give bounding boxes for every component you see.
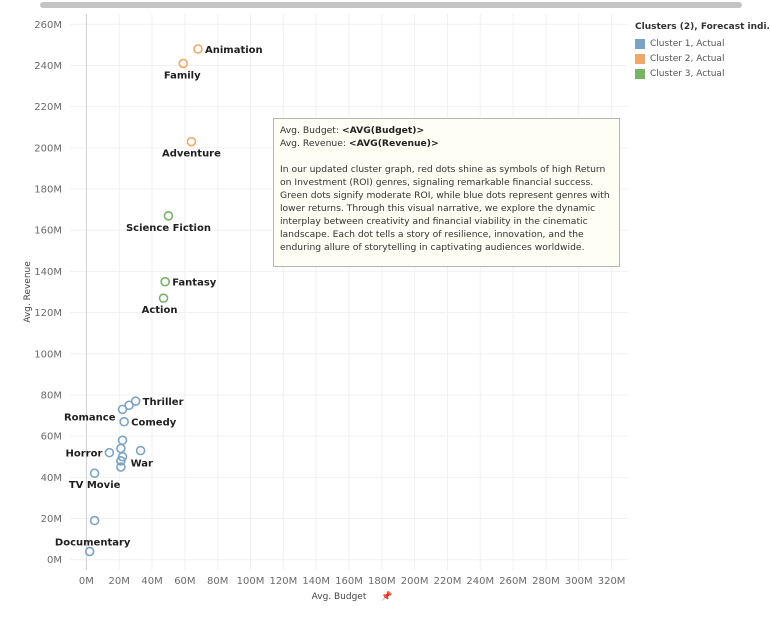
data-point[interactable] (178, 58, 189, 69)
data-point[interactable] (116, 443, 126, 454)
y-tick-label: 80M (41, 390, 62, 401)
point-label: Science Fiction (126, 223, 211, 234)
y-tick-label: 20M (41, 514, 62, 525)
scatter-chart: 0M 20M 40M 60M 80M 100M 120M 140M 160M 180M 200M 22… (23, 14, 628, 602)
y-tick-label: 60M (41, 432, 62, 443)
data-point[interactable] (135, 445, 146, 456)
x-axis-title: Avg. Budget (312, 592, 367, 602)
point-label: Family (164, 70, 201, 81)
point-label: Adventure (162, 149, 221, 160)
y-tick-label: 260M (34, 20, 62, 31)
point-label: Horror (65, 449, 102, 460)
data-point[interactable] (160, 276, 170, 287)
x-tick-label: 40M (141, 576, 162, 587)
data-point[interactable] (124, 400, 134, 411)
x-tick-label: 0M (79, 576, 94, 587)
point-label: TV Movie (69, 480, 121, 491)
tooltip-revenue-label: Avg. Revenue: (280, 138, 346, 149)
y-tick-label: 200M (34, 143, 62, 154)
data-point[interactable] (186, 136, 197, 147)
legend-swatch (635, 68, 645, 79)
data-point[interactable] (158, 293, 169, 303)
x-tick-label: 240M (466, 576, 494, 587)
point-label: Fantasy (172, 278, 217, 289)
y-tick-label: 240M (34, 61, 62, 72)
tooltip: Avg. Budget: <AVG(Budget)> Avg. Revenue:… (273, 118, 620, 267)
point-label: Action (142, 305, 178, 316)
tooltip-budget-row: Avg. Budget: <AVG(Budget)> (280, 124, 613, 137)
y-tick-label: 140M (34, 267, 62, 278)
point-layer (84, 44, 203, 557)
point-label: Romance (64, 412, 116, 423)
data-point[interactable] (89, 515, 100, 526)
tooltip-budget-label: Avg. Budget: (280, 125, 339, 136)
x-tick-label: 320M (598, 576, 626, 587)
y-tick-label: 0M (47, 555, 62, 566)
tooltip-budget-value: <AVG(Budget)> (341, 125, 425, 136)
legend-items: Cluster 1, Actual Cluster 2, Actual Cluste… (635, 36, 770, 81)
data-point[interactable] (84, 546, 95, 557)
data-point[interactable] (119, 416, 129, 427)
legend-item[interactable]: Cluster 3, Actual (635, 66, 770, 81)
legend-label: Cluster 3, Actual (650, 68, 725, 79)
tooltip-revenue-row: Avg. Revenue: <AVG(Revenue)> (280, 137, 613, 150)
data-point[interactable] (117, 435, 128, 446)
grid-layer (70, 14, 628, 570)
x-tick-label: 20M (109, 576, 130, 587)
legend-label: Cluster 1, Actual (650, 38, 725, 49)
x-tick-label: 60M (174, 576, 195, 587)
data-point[interactable] (130, 396, 141, 406)
data-point[interactable] (104, 447, 115, 458)
point-label: Thriller (143, 397, 184, 408)
y-tick-label: 40M (41, 473, 62, 484)
point-label: Documentary (55, 537, 131, 548)
data-point[interactable] (117, 404, 128, 415)
x-tick-label: 100M (237, 576, 265, 587)
legend-title: Clusters (2), Forecast indi.. (635, 22, 770, 32)
legend: Clusters (2), Forecast indi.. Cluster 1,… (635, 22, 770, 81)
legend-swatch (635, 38, 645, 49)
y-tick-label: 220M (34, 102, 62, 113)
tooltip-revenue-value: <AVG(Revenue)> (348, 138, 439, 149)
x-tick-label: 260M (499, 576, 527, 587)
y-tick-label: 100M (34, 349, 62, 360)
pin-icon[interactable]: 📌 (381, 590, 392, 602)
data-point[interactable] (163, 211, 174, 221)
legend-item[interactable]: Cluster 1, Actual (635, 36, 770, 51)
data-point[interactable] (89, 468, 100, 479)
y-tick-label: 120M (34, 308, 62, 319)
y-tick-label: 180M (34, 185, 62, 196)
x-tick-label: 160M (335, 576, 363, 587)
y-axis-title: Avg. Revenue (23, 261, 33, 323)
x-tick-label: 200M (401, 576, 429, 587)
data-point[interactable] (116, 462, 126, 472)
point-label: Comedy (131, 418, 177, 429)
data-point[interactable] (193, 44, 203, 54)
axis-layer: 0M 20M 40M 60M 80M 100M 120M 140M 160M 180M 200M 22… (34, 14, 625, 602)
tooltip-description: In our updated cluster graph, red dots s… (280, 164, 610, 253)
point-label: Animation (205, 45, 263, 56)
y-tick-label: 160M (34, 226, 62, 237)
x-tick-label: 140M (302, 576, 330, 587)
x-tick-label: 120M (269, 576, 297, 587)
horizontal-scrollbar[interactable] (40, 2, 742, 8)
legend-label: Cluster 2, Actual (650, 53, 725, 64)
x-tick-label: 80M (207, 576, 228, 587)
x-tick-label: 180M (368, 576, 396, 587)
x-tick-label: 280M (532, 576, 560, 587)
legend-swatch (635, 53, 645, 64)
x-tick-label: 220M (434, 576, 462, 587)
point-label: War (131, 459, 153, 470)
legend-item[interactable]: Cluster 2, Actual (635, 51, 770, 66)
x-tick-label: 300M (565, 576, 593, 587)
label-layer: Documentary TV Movie Horror War Comedy Romanc… (55, 45, 263, 548)
